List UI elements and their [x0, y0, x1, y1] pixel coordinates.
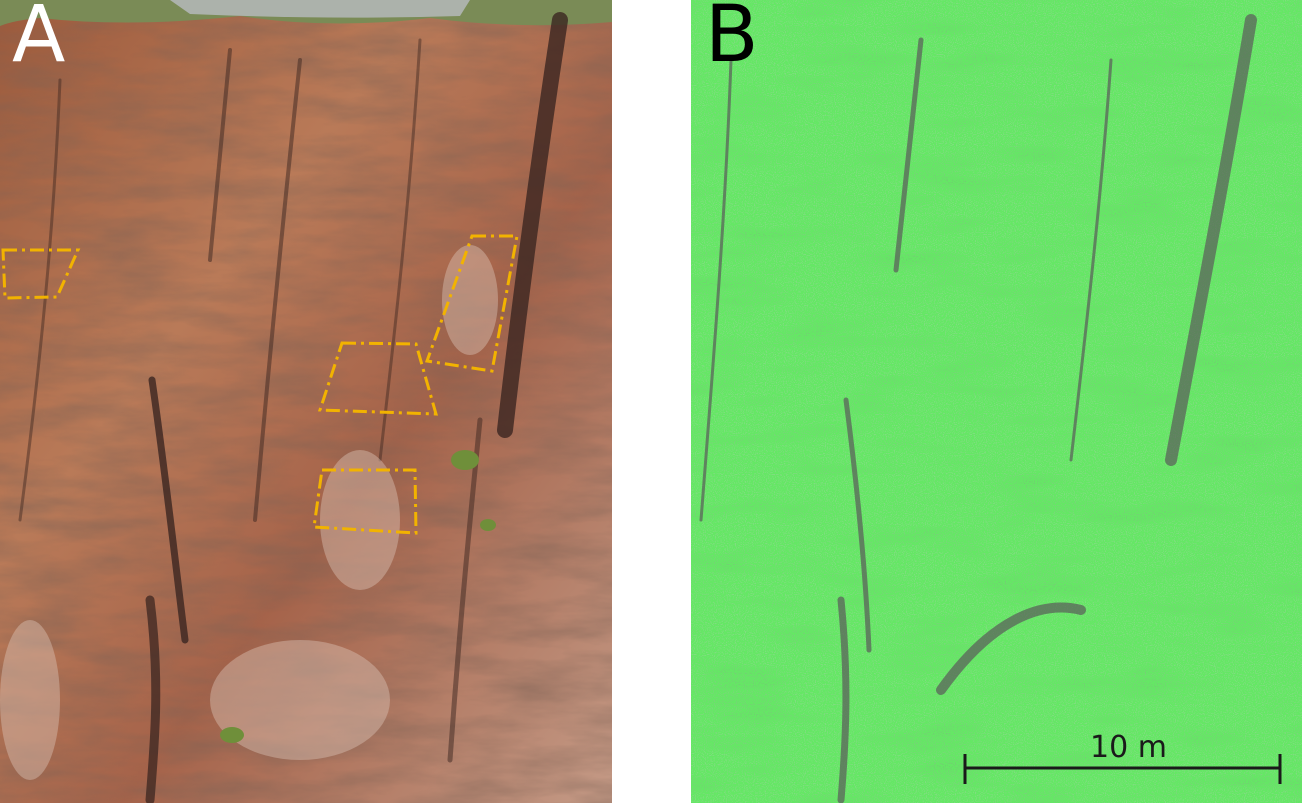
scale-bar-label: 10 m: [1090, 730, 1167, 765]
vegetation-tufts: [220, 450, 496, 743]
block-outline-2: [424, 234, 519, 373]
panel-b-label: B: [705, 0, 759, 80]
rock-fractures: [18, 12, 568, 803]
block-outline-3: [317, 341, 439, 416]
panel-a-photo: [0, 0, 612, 803]
block-outlines: [1, 234, 519, 535]
light-patches: [0, 245, 498, 780]
panel-b-point-cloud: [691, 0, 1302, 803]
block-outline-1: [1, 248, 81, 300]
sky-strip: [170, 0, 470, 18]
block-outline-4: [312, 468, 418, 535]
panel-a-label: A: [12, 0, 66, 80]
cloud-fractures: [699, 14, 1257, 803]
cliff-photo: [0, 0, 612, 803]
cloud-green-points: [691, 0, 1302, 803]
scale-bar: [963, 754, 1282, 784]
point-cloud-image: [691, 0, 1302, 803]
